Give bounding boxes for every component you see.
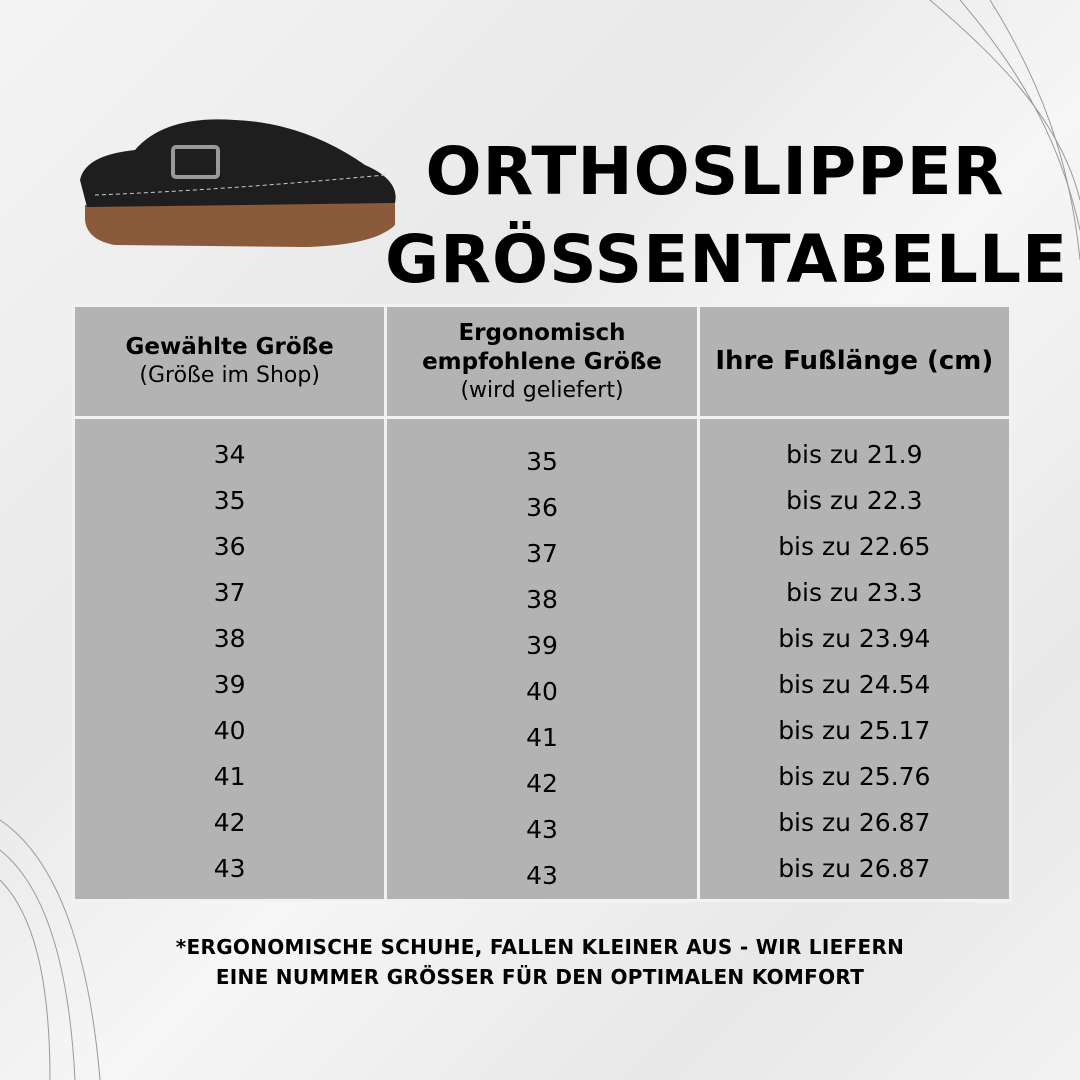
recommended-size-column: 35 36 37 38 39 40 41 42 43 43	[384, 416, 700, 902]
table-cell: 36	[213, 532, 246, 561]
table-cell: bis zu 22.3	[786, 486, 923, 515]
header-chosen-size: Gewählte Größe (Größe im Shop)	[71, 304, 388, 419]
footnote-line-1: *ERGONOMISCHE SCHUHE, FALLEN KLEINER AUS…	[175, 935, 905, 959]
title-line-1: ORTHOSLIPPER	[425, 133, 1005, 210]
table-cell: 43	[526, 861, 558, 890]
table-cell: 37	[213, 578, 246, 607]
chosen-size-column: 34 35 36 37 38 39 40 41 42 43	[71, 416, 388, 902]
table-cell: 39	[526, 631, 558, 660]
table-cell: bis zu 21.9	[786, 440, 923, 469]
foot-length-column: bis zu 21.9 bis zu 22.3 bis zu 22.65 bis zu…	[696, 416, 1013, 902]
header-recommended-size: Ergonomisch empfohlene Größe (wird gelief…	[384, 304, 700, 419]
table-cell: 42	[213, 808, 246, 837]
table-cell: bis zu 26.87	[778, 854, 931, 883]
table-cell: 34	[213, 440, 246, 469]
table-cell: 41	[213, 762, 246, 791]
table-cell: bis zu 25.76	[778, 762, 931, 791]
table-cell: 41	[526, 723, 558, 752]
table-cell: 42	[526, 769, 558, 798]
table-cell: 40	[213, 716, 246, 745]
table-cell: 35	[526, 447, 558, 476]
table-cell: bis zu 23.3	[786, 578, 923, 607]
table-cell: bis zu 23.94	[778, 624, 931, 653]
table-cell: bis zu 24.54	[778, 670, 931, 699]
table-cell: 37	[526, 539, 558, 568]
table-cell: 39	[213, 670, 246, 699]
table-cell: 36	[526, 493, 558, 522]
table-cell: 38	[213, 624, 246, 653]
table-cell: bis zu 25.17	[778, 716, 931, 745]
shoe-image	[80, 119, 396, 247]
table-cell: 35	[213, 486, 246, 515]
table-cell: 38	[526, 585, 558, 614]
table-cell: bis zu 22.65	[778, 532, 931, 561]
size-table: Gewählte Größe (Größe im Shop) Ergonomisc…	[71, 304, 1013, 902]
page-title: ORTHOSLIPPER GRÖSSENTABELLE	[385, 128, 1069, 304]
table-cell: bis zu 26.87	[778, 808, 931, 837]
footnote: *ERGONOMISCHE SCHUHE, FALLEN KLEINER AUS…	[0, 932, 1080, 992]
table-cell: 43	[213, 854, 246, 883]
footnote-line-2: EINE NUMMER GRÖSSER FÜR DEN OPTIMALEN KO…	[215, 965, 865, 989]
table-cell: 43	[526, 815, 558, 844]
table-cell: 40	[526, 677, 558, 706]
title-line-2: GRÖSSENTABELLE	[385, 221, 1069, 298]
header-foot-length: Ihre Fußlänge (cm)	[696, 304, 1013, 419]
